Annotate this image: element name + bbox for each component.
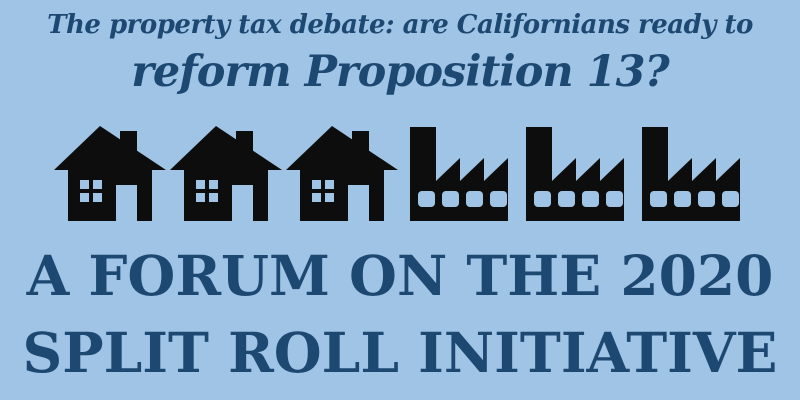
building-icons-row: [54, 124, 746, 221]
house-icon: [54, 126, 166, 221]
house-icon: [170, 126, 282, 221]
factory-icon: [410, 127, 508, 221]
forum-title-line-2: SPLIT ROLL INITIATIVE: [22, 320, 778, 385]
forum-title-line-1: A FORUM ON THE 2020: [26, 243, 774, 308]
headline: The property tax debate: are Californian…: [47, 0, 753, 98]
house-icon: [286, 126, 398, 221]
factory-icon: [526, 127, 624, 221]
headline-line-2: reform Proposition 13?: [131, 47, 669, 97]
headline-line-1: The property tax debate: are Californian…: [47, 10, 753, 40]
forum-title: A FORUM ON THE 2020 SPLIT ROLL INITIATIV…: [23, 237, 778, 391]
factory-icon: [642, 127, 740, 221]
